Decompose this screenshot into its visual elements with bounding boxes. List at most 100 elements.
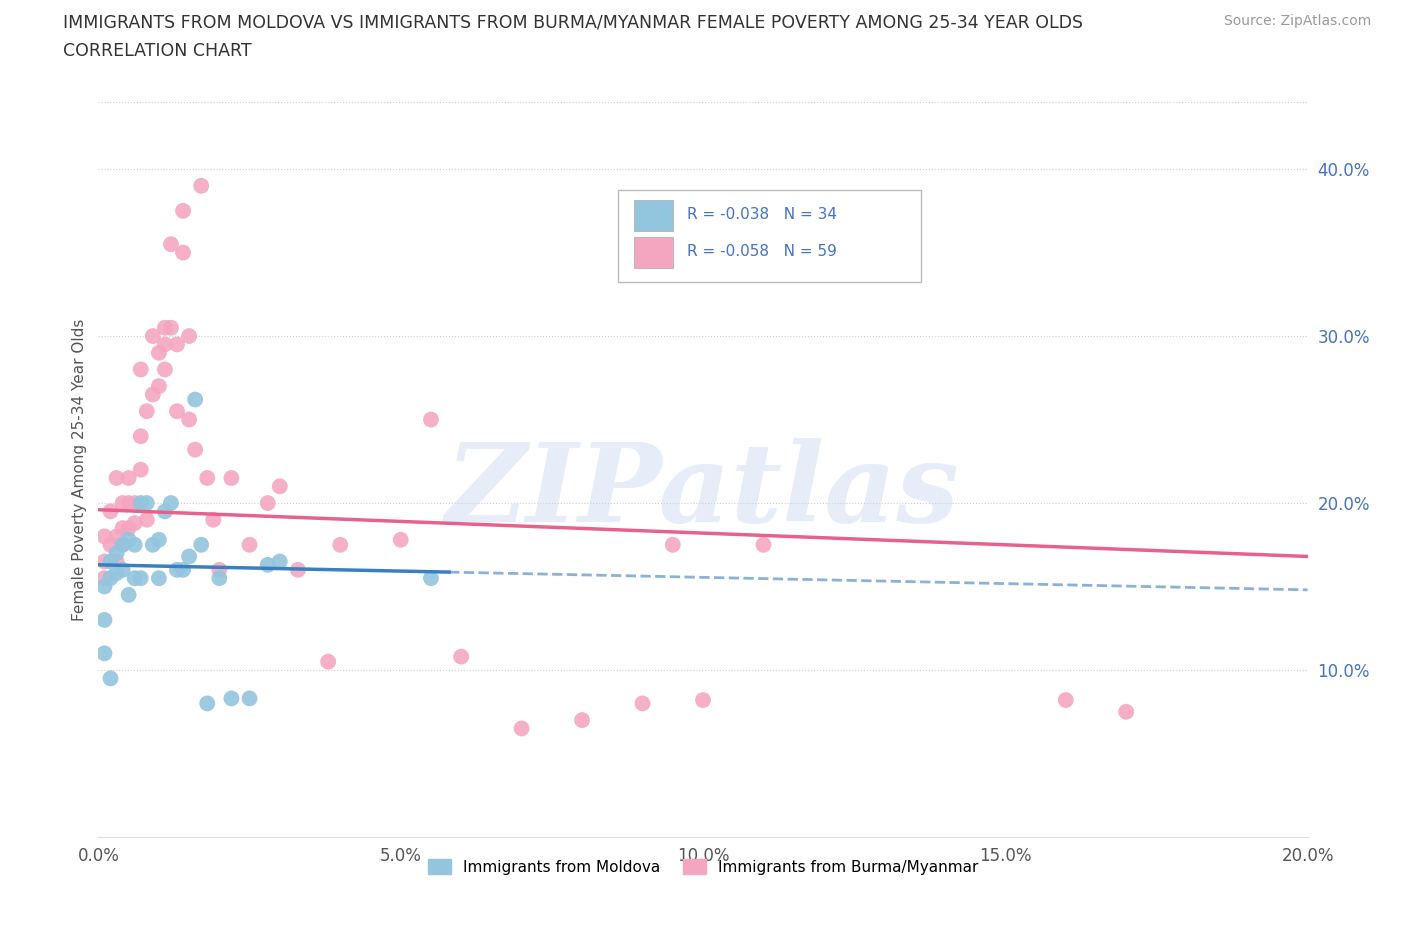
Point bbox=[100, 671, 122, 685]
Point bbox=[93, 579, 115, 594]
Point bbox=[256, 496, 278, 511]
Point bbox=[148, 532, 170, 547]
Point bbox=[111, 538, 134, 552]
Point bbox=[105, 554, 128, 569]
Text: IMMIGRANTS FROM MOLDOVA VS IMMIGRANTS FROM BURMA/MYANMAR FEMALE POVERTY AMONG 25: IMMIGRANTS FROM MOLDOVA VS IMMIGRANTS FR… bbox=[63, 14, 1083, 32]
Point bbox=[221, 471, 243, 485]
Point bbox=[510, 721, 533, 736]
FancyBboxPatch shape bbox=[634, 237, 672, 268]
Point bbox=[389, 532, 412, 547]
Point bbox=[105, 529, 128, 544]
Point bbox=[129, 571, 152, 586]
Point bbox=[129, 429, 152, 444]
Point bbox=[142, 328, 165, 343]
Point bbox=[208, 563, 231, 578]
FancyBboxPatch shape bbox=[634, 200, 672, 231]
Point bbox=[93, 613, 115, 628]
Point bbox=[202, 512, 225, 527]
Point bbox=[111, 563, 134, 578]
Point bbox=[93, 554, 115, 569]
Point bbox=[631, 696, 654, 711]
Point bbox=[239, 538, 262, 552]
Point bbox=[153, 337, 176, 352]
Point bbox=[692, 693, 714, 708]
Point bbox=[184, 392, 207, 407]
Point bbox=[172, 246, 194, 260]
Point bbox=[129, 496, 152, 511]
Point bbox=[118, 532, 141, 547]
Point bbox=[269, 479, 291, 494]
Point bbox=[111, 496, 134, 511]
Point bbox=[172, 204, 194, 219]
Point bbox=[153, 504, 176, 519]
Point bbox=[124, 515, 146, 530]
Point bbox=[148, 345, 170, 360]
Point bbox=[208, 571, 231, 586]
Point bbox=[118, 588, 141, 603]
Point bbox=[142, 387, 165, 402]
Point bbox=[129, 462, 152, 477]
Point bbox=[160, 320, 183, 335]
Point bbox=[124, 571, 146, 586]
Point bbox=[195, 696, 218, 711]
Point bbox=[118, 471, 141, 485]
Point bbox=[661, 538, 683, 552]
Point bbox=[118, 496, 141, 511]
Point bbox=[190, 179, 212, 193]
Point bbox=[105, 546, 128, 561]
Point bbox=[420, 571, 443, 586]
Point bbox=[256, 557, 278, 572]
Point bbox=[316, 654, 339, 669]
Point bbox=[118, 521, 141, 536]
Point bbox=[160, 496, 183, 511]
Point bbox=[221, 691, 243, 706]
Point bbox=[450, 649, 472, 664]
Text: Source: ZipAtlas.com: Source: ZipAtlas.com bbox=[1223, 14, 1371, 28]
Point bbox=[166, 337, 188, 352]
Point bbox=[752, 538, 775, 552]
Point bbox=[100, 554, 122, 569]
Text: CORRELATION CHART: CORRELATION CHART bbox=[63, 42, 252, 60]
Point bbox=[124, 538, 146, 552]
Point bbox=[1115, 704, 1137, 719]
Point bbox=[105, 471, 128, 485]
Point bbox=[100, 571, 122, 586]
Point bbox=[239, 691, 262, 706]
FancyBboxPatch shape bbox=[619, 191, 921, 283]
Text: ZIPatlas: ZIPatlas bbox=[446, 438, 960, 545]
Point bbox=[166, 563, 188, 578]
Point bbox=[142, 538, 165, 552]
Text: R = -0.038   N = 34: R = -0.038 N = 34 bbox=[688, 207, 838, 222]
Point bbox=[184, 442, 207, 457]
Point bbox=[124, 496, 146, 511]
Point bbox=[93, 571, 115, 586]
Text: R = -0.058   N = 59: R = -0.058 N = 59 bbox=[688, 244, 837, 259]
Point bbox=[179, 549, 201, 564]
Point bbox=[153, 362, 176, 377]
Point bbox=[172, 563, 194, 578]
Point bbox=[100, 538, 122, 552]
Point bbox=[420, 412, 443, 427]
Y-axis label: Female Poverty Among 25-34 Year Olds: Female Poverty Among 25-34 Year Olds bbox=[72, 318, 87, 621]
Point bbox=[195, 471, 218, 485]
Point bbox=[153, 320, 176, 335]
Point bbox=[148, 379, 170, 393]
Point bbox=[269, 554, 291, 569]
Point bbox=[111, 521, 134, 536]
Point bbox=[166, 404, 188, 418]
Point bbox=[111, 538, 134, 552]
Point bbox=[93, 529, 115, 544]
Point bbox=[179, 328, 201, 343]
Point bbox=[329, 538, 352, 552]
Point bbox=[287, 563, 309, 578]
Point bbox=[179, 412, 201, 427]
Point bbox=[571, 712, 593, 727]
Point bbox=[135, 512, 157, 527]
Point bbox=[129, 362, 152, 377]
Point bbox=[1054, 693, 1077, 708]
Point bbox=[135, 404, 157, 418]
Point bbox=[93, 646, 115, 661]
Point bbox=[160, 237, 183, 252]
Point bbox=[148, 571, 170, 586]
Legend: Immigrants from Moldova, Immigrants from Burma/Myanmar: Immigrants from Moldova, Immigrants from… bbox=[422, 853, 984, 881]
